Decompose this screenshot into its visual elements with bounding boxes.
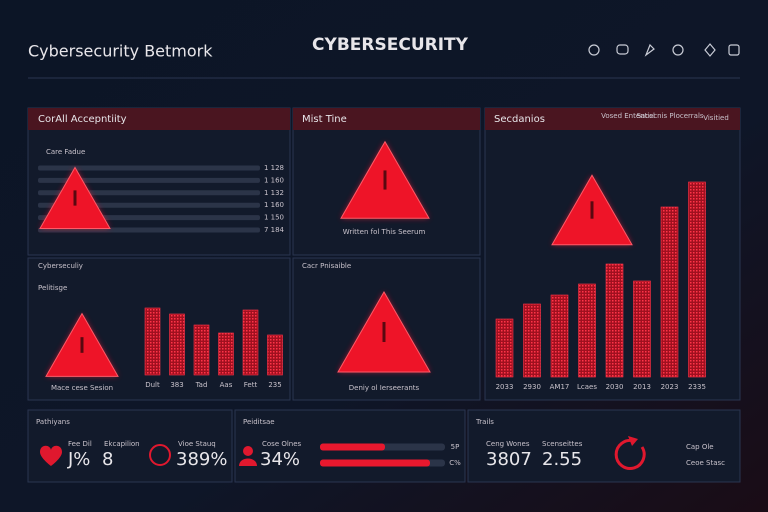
row-track <box>38 165 260 171</box>
panel-header <box>28 108 290 130</box>
panel-caption: Mace cese Sesion <box>51 384 113 392</box>
bar-label: 2930 <box>523 383 541 391</box>
panel-header <box>485 108 740 130</box>
stat-value: 389% <box>176 449 227 470</box>
panel-title: Pathiyans <box>36 418 70 426</box>
bar <box>169 313 185 376</box>
row-label: 1 128 <box>264 164 284 172</box>
panel-caption: Written fol This Seerum <box>343 228 426 236</box>
panel-header <box>293 108 480 130</box>
row-track <box>38 190 260 196</box>
panel-subtitle: Pelitisge <box>38 284 67 292</box>
row-label: 1 160 <box>264 201 284 209</box>
panel-title: Cacr Pnisaible <box>302 262 351 270</box>
toolbar-icons[interactable] <box>588 43 740 57</box>
bar <box>550 294 569 378</box>
progress-label: C% <box>449 459 461 467</box>
panel-title: Trails <box>475 418 494 426</box>
bar <box>633 280 651 378</box>
alert-icon <box>149 444 171 466</box>
bar-label: Dult <box>145 381 160 389</box>
stat-label: Fee Dil <box>68 440 92 448</box>
stat-label: Vioe Stauq <box>178 440 216 448</box>
warning-mark <box>590 201 594 219</box>
stat-value: 8 <box>102 449 113 470</box>
row-label: 1 160 <box>264 176 284 184</box>
panel-title: Secdanios <box>494 114 545 125</box>
progress-fill <box>320 459 430 467</box>
bar-label: 2033 <box>496 383 514 391</box>
bar <box>218 332 234 376</box>
bar-label: AM17 <box>550 383 570 391</box>
bar-label: 235 <box>268 381 281 389</box>
stat-value: J% <box>67 449 90 470</box>
stat-value: 34% <box>260 449 300 470</box>
bar-label: Lcaes <box>577 383 597 391</box>
row-label: 1 150 <box>264 214 284 222</box>
page-title: CYBERSECURITY <box>312 35 469 55</box>
stat-label: Cose Olnes <box>262 440 302 448</box>
row-track <box>38 177 260 183</box>
bar <box>242 309 259 376</box>
panel-tag: Sacecnis Plocerrals <box>636 112 703 120</box>
warning-mark <box>80 337 84 353</box>
bar <box>523 303 541 378</box>
refresh-icon <box>628 436 638 446</box>
stat-label: Scenseittes <box>542 440 583 448</box>
panel-tag: Visitied <box>703 114 729 122</box>
bar <box>688 181 706 378</box>
bar-label: Aas <box>220 381 233 389</box>
user-icon <box>239 458 257 466</box>
bar-label: 2013 <box>633 383 651 391</box>
stat-value: 3807 <box>486 449 532 470</box>
bar-label: 2030 <box>606 383 624 391</box>
bar <box>578 283 596 378</box>
bar-label: 2023 <box>661 383 679 391</box>
row-label: 7 184 <box>264 226 285 234</box>
app-title: Cybersecurity Betmork <box>28 42 213 61</box>
stat-label: Ekcapilion <box>104 440 140 448</box>
bar <box>660 206 679 378</box>
stat-label: Ceng Wones <box>486 440 530 448</box>
user-icon <box>243 446 253 456</box>
bar-label: 383 <box>170 381 183 389</box>
bar-label: Fett <box>244 381 258 389</box>
panel-caption: Deniy ol Ierseerants <box>349 384 420 392</box>
row-label: 1 132 <box>264 189 284 197</box>
progress-label: 5P <box>451 443 460 451</box>
panel-title: Peiditsae <box>243 418 275 426</box>
panel-title: Cyberseculiy <box>38 262 83 270</box>
panel-title: CorAll Accepntiity <box>38 114 127 125</box>
panel-tag: Vosed Ententisl <box>601 112 655 120</box>
bar <box>605 263 624 378</box>
warning-mark <box>383 170 387 190</box>
bar <box>495 318 514 378</box>
stat-label: Ceoe Stasc <box>686 459 725 467</box>
bar <box>144 307 161 376</box>
panel-title: Mist Tine <box>302 114 347 125</box>
warning-mark <box>73 190 77 206</box>
bar <box>193 324 210 376</box>
panel <box>27 409 233 483</box>
stat-value: 2.55 <box>542 449 582 470</box>
warning-mark <box>382 321 386 343</box>
refresh-icon[interactable] <box>614 438 646 470</box>
stat-label: Cap Ole <box>686 443 714 451</box>
progress-fill <box>320 443 385 451</box>
panel <box>467 409 741 483</box>
heart-icon <box>40 445 62 466</box>
bar-label: 2335 <box>688 383 706 391</box>
bar <box>267 334 283 376</box>
panel-subtitle: Care Fadue <box>46 148 85 156</box>
bar-label: Tad <box>195 381 208 389</box>
